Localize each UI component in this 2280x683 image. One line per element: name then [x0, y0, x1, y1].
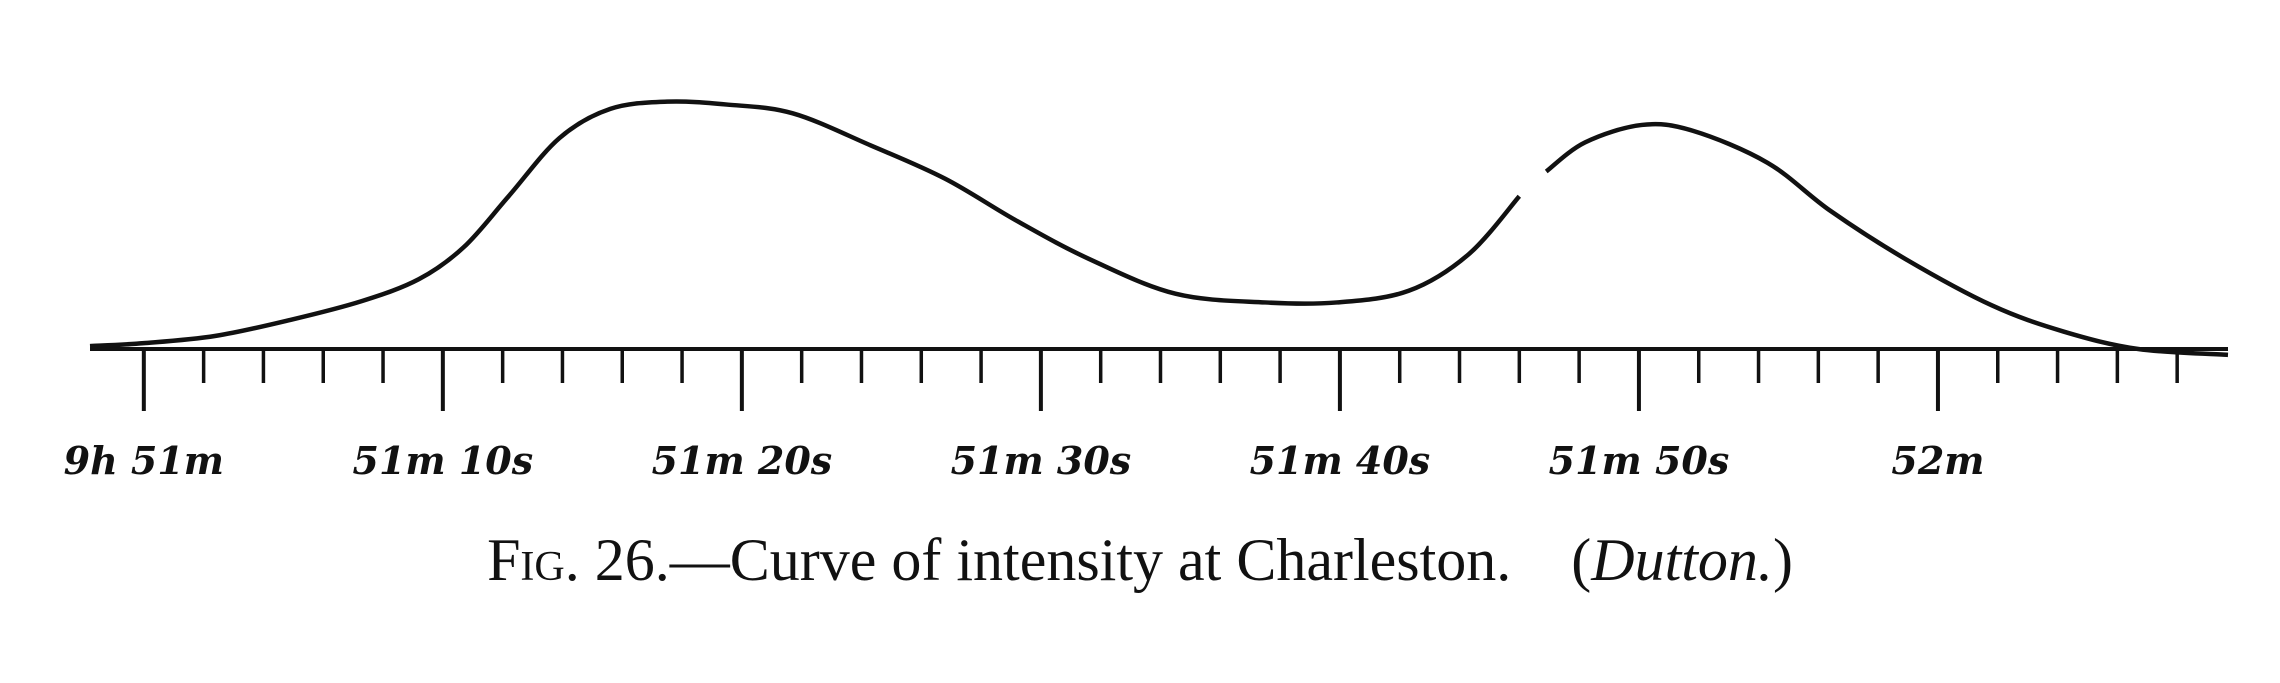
- x-tick-label: 51m 30s: [951, 438, 1132, 483]
- figure-number: Fig. 26.: [487, 527, 670, 593]
- intensity-curve: [89, 99, 2229, 358]
- x-tick-label: 51m 20s: [652, 438, 833, 483]
- x-tick-label: 51m 50s: [1549, 438, 1730, 483]
- x-tick-label: 51m 40s: [1250, 438, 1431, 483]
- x-tick-label: 9h 51m: [64, 438, 224, 483]
- caption-paren: (: [1571, 527, 1591, 593]
- caption: Fig. 26.—Curve of intensity at Charlesto…: [487, 527, 1793, 593]
- x-tick-label: 52m: [1891, 438, 1984, 483]
- caption-text: —Curve of intensity at Charleston.: [669, 527, 1512, 593]
- caption-paren: ): [1773, 527, 1793, 593]
- x-tick-label: 51m 10s: [353, 438, 534, 483]
- caption-credit: Dutton.: [1590, 527, 1773, 593]
